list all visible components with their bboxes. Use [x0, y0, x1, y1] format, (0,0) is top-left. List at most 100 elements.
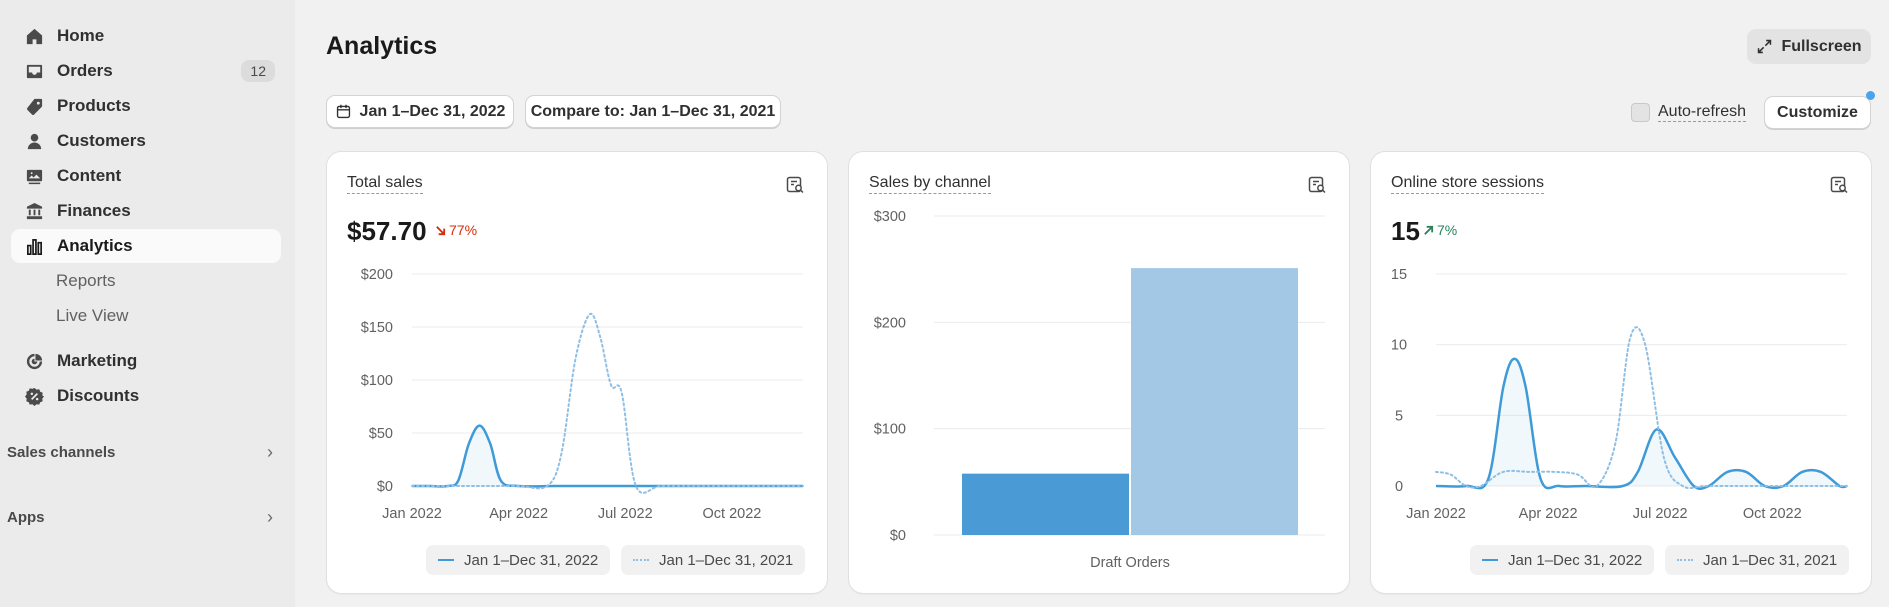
- bar: [962, 473, 1129, 535]
- dotted-line-swatch: [1677, 559, 1693, 561]
- customize-label: Customize: [1777, 103, 1858, 121]
- legend-label: Jan 1–Dec 31, 2022: [464, 551, 599, 569]
- y-tick-label: $200: [361, 267, 393, 283]
- x-tick-label: Oct 2022: [1743, 506, 1802, 522]
- sidebar: Home Orders 12 Products Customers Conten…: [0, 0, 295, 607]
- target-icon: [23, 350, 45, 372]
- series-line-previous: [411, 312, 804, 494]
- sessions-chart: 0 5 10 15 Jan 2022 Apr 2022 Jul 2022 Oct 2022: [1391, 267, 1848, 522]
- auto-refresh-label[interactable]: Auto-refresh: [1658, 103, 1747, 122]
- sidebar-item-label: Customers: [57, 131, 146, 150]
- orders-count-badge: 12: [241, 60, 275, 82]
- x-tick-label: Jan 2022: [1406, 506, 1466, 522]
- legend-previous[interactable]: Jan 1–Dec 31, 2021: [1665, 545, 1850, 575]
- customize-button[interactable]: Customize: [1764, 96, 1871, 129]
- x-tick-label: Apr 2022: [1519, 506, 1578, 522]
- sidebar-item-products[interactable]: Products: [11, 89, 281, 123]
- legend-previous[interactable]: Jan 1–Dec 31, 2021: [621, 545, 806, 575]
- chevron-right-icon: ›: [267, 441, 273, 462]
- card-title[interactable]: Sales by channel: [869, 174, 991, 194]
- date-range-button[interactable]: Jan 1–Dec 31, 2022: [326, 95, 514, 128]
- x-tick-label: Jan 2022: [382, 506, 442, 522]
- bar-chart-icon: [23, 235, 45, 257]
- notification-dot: [1866, 91, 1875, 100]
- discount-icon: [23, 385, 45, 407]
- page-title: Analytics: [326, 32, 438, 60]
- y-tick-label: $100: [874, 422, 906, 438]
- sidebar-item-label: Products: [57, 96, 131, 115]
- y-tick-label: $0: [377, 479, 393, 495]
- x-tick-label: Apr 2022: [489, 506, 548, 522]
- section-label: Sales channels: [7, 443, 116, 461]
- calendar-icon: [335, 103, 352, 120]
- sidebar-item-customers[interactable]: Customers: [11, 124, 281, 158]
- sidebar-item-label: Home: [57, 26, 105, 45]
- sidebar-item-orders[interactable]: Orders 12: [11, 54, 281, 88]
- total-sales-delta: 77%: [435, 222, 477, 238]
- total-sales-chart: $0 $50 $100 $150 $200 Jan 2022 Apr 2022 Jul 202…: [361, 267, 804, 522]
- person-icon: [23, 130, 45, 152]
- y-tick-label: $0: [890, 528, 906, 544]
- sidebar-item-content[interactable]: Content: [11, 159, 281, 193]
- x-tick-label: Jul 2022: [1633, 506, 1688, 522]
- legend-label: Jan 1–Dec 31, 2022: [1508, 551, 1643, 569]
- solid-line-swatch: [1482, 559, 1498, 561]
- sidebar-item-home[interactable]: Home: [11, 19, 281, 53]
- delta-value: 7%: [1437, 222, 1458, 238]
- compare-button[interactable]: Compare to: Jan 1–Dec 31, 2021: [525, 95, 781, 128]
- y-tick-label: $200: [874, 315, 906, 331]
- series-line-current: [1435, 357, 1848, 490]
- sidebar-item-label: Marketing: [57, 351, 138, 370]
- sidebar-section-apps[interactable]: Apps ›: [7, 502, 277, 532]
- fullscreen-button[interactable]: Fullscreen: [1747, 29, 1871, 64]
- arrow-up-right-icon: [1423, 225, 1434, 236]
- sidebar-section-sales-channels[interactable]: Sales channels ›: [7, 437, 277, 467]
- report-search-icon[interactable]: [1829, 175, 1849, 195]
- expand-icon: [1756, 38, 1773, 55]
- y-tick-label: 0: [1395, 479, 1403, 495]
- sessions-card: 0 5 10 15 Jan 2022 Apr 2022 Jul 2022 Oct 2022 O…: [1371, 152, 1871, 593]
- card-title[interactable]: Total sales: [347, 174, 423, 194]
- delta-value: 77%: [449, 222, 478, 238]
- total-sales-value: $57.70: [347, 216, 427, 246]
- y-tick-label: 15: [1391, 267, 1407, 283]
- x-category-label: Draft Orders: [1090, 555, 1170, 571]
- legend-current[interactable]: Jan 1–Dec 31, 2022: [1470, 545, 1655, 575]
- sidebar-item-label: Finances: [57, 201, 131, 220]
- y-tick-label: $50: [369, 426, 393, 442]
- legend-label: Jan 1–Dec 31, 2021: [1703, 551, 1838, 569]
- sidebar-item-finances[interactable]: Finances: [11, 194, 281, 228]
- y-tick-label: $150: [361, 320, 393, 336]
- sidebar-item-label: Analytics: [57, 236, 133, 255]
- bar: [1131, 268, 1298, 535]
- x-tick-label: Oct 2022: [702, 506, 761, 522]
- arrow-down-right-icon: [435, 225, 446, 236]
- report-search-icon[interactable]: [785, 175, 805, 195]
- legend-current[interactable]: Jan 1–Dec 31, 2022: [426, 545, 611, 575]
- dotted-line-swatch: [633, 559, 649, 561]
- image-icon: [23, 165, 45, 187]
- chevron-right-icon: ›: [267, 506, 273, 527]
- sidebar-subitem-live-view[interactable]: Live View: [56, 306, 129, 325]
- series-line-previous: [1435, 326, 1848, 490]
- y-tick-label: 5: [1395, 408, 1403, 424]
- y-tick-label: 10: [1391, 338, 1407, 354]
- sidebar-item-label: Orders: [57, 61, 113, 80]
- compare-label: Compare to: Jan 1–Dec 31, 2021: [530, 102, 776, 120]
- sidebar-item-analytics[interactable]: Analytics: [11, 229, 281, 263]
- series-area: [1436, 358, 1847, 489]
- sidebar-subitem-reports[interactable]: Reports: [56, 271, 116, 290]
- sidebar-item-marketing[interactable]: Marketing: [11, 344, 281, 378]
- sessions-delta: 7%: [1423, 222, 1457, 238]
- report-search-icon[interactable]: [1307, 175, 1327, 195]
- inbox-icon: [23, 60, 45, 82]
- series-area: [412, 425, 803, 487]
- sales-by-channel-card: $0 $100 $200 $300 Draft Orders Sales by chan…: [849, 152, 1349, 593]
- sidebar-item-discounts[interactable]: Discounts: [11, 379, 281, 413]
- auto-refresh-checkbox[interactable]: [1631, 103, 1650, 122]
- card-title[interactable]: Online store sessions: [1391, 174, 1544, 194]
- y-tick-label: $100: [361, 373, 393, 389]
- sessions-value: 15: [1391, 216, 1420, 246]
- section-label: Apps: [7, 508, 45, 526]
- date-range-label: Jan 1–Dec 31, 2022: [359, 102, 506, 120]
